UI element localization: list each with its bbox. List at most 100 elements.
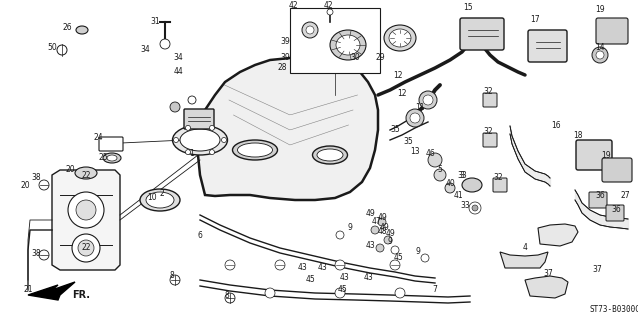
Text: 21: 21 <box>23 285 33 294</box>
Polygon shape <box>198 58 378 200</box>
Circle shape <box>469 202 481 214</box>
Text: 43: 43 <box>340 274 350 283</box>
Text: 32: 32 <box>493 173 503 182</box>
Circle shape <box>434 169 446 181</box>
Text: 3: 3 <box>459 171 464 180</box>
Text: 36: 36 <box>595 190 605 199</box>
Polygon shape <box>538 224 578 246</box>
Circle shape <box>421 254 429 262</box>
Circle shape <box>336 231 344 239</box>
Text: 33: 33 <box>460 201 470 210</box>
Text: 30: 30 <box>350 53 360 62</box>
Text: 46: 46 <box>425 148 435 157</box>
Text: 43: 43 <box>365 241 375 250</box>
Text: 19: 19 <box>595 5 605 14</box>
Text: 25: 25 <box>98 153 108 162</box>
Text: 44: 44 <box>173 68 183 76</box>
Circle shape <box>265 288 275 298</box>
Text: 49: 49 <box>385 229 395 238</box>
Text: 43: 43 <box>363 274 373 283</box>
Text: 8: 8 <box>170 270 174 279</box>
Circle shape <box>78 240 94 256</box>
Text: 16: 16 <box>551 121 561 130</box>
Text: 20: 20 <box>20 180 30 189</box>
FancyBboxPatch shape <box>606 205 624 221</box>
Ellipse shape <box>172 125 228 155</box>
Circle shape <box>428 153 442 167</box>
FancyBboxPatch shape <box>483 133 497 147</box>
FancyBboxPatch shape <box>602 158 632 182</box>
Text: 28: 28 <box>278 63 286 73</box>
Ellipse shape <box>146 192 174 208</box>
Text: 43: 43 <box>297 263 307 273</box>
Text: 50: 50 <box>47 44 57 52</box>
Circle shape <box>39 180 49 190</box>
Circle shape <box>72 234 100 262</box>
Text: 40: 40 <box>445 179 455 188</box>
Text: 37: 37 <box>543 268 553 277</box>
Circle shape <box>186 125 191 130</box>
Text: 42: 42 <box>323 1 333 10</box>
Ellipse shape <box>384 25 416 51</box>
Circle shape <box>209 125 214 130</box>
Circle shape <box>302 22 318 38</box>
Text: 1: 1 <box>189 149 195 158</box>
Text: 10: 10 <box>147 194 157 203</box>
FancyBboxPatch shape <box>493 178 507 192</box>
Circle shape <box>188 96 196 104</box>
Circle shape <box>371 226 379 234</box>
Text: 49: 49 <box>380 223 390 233</box>
FancyBboxPatch shape <box>576 140 612 170</box>
Circle shape <box>306 26 314 34</box>
Text: 31: 31 <box>150 18 160 27</box>
Text: 9: 9 <box>415 247 420 257</box>
Ellipse shape <box>317 149 343 161</box>
Ellipse shape <box>237 143 272 157</box>
Text: 43: 43 <box>317 263 327 273</box>
Circle shape <box>378 218 386 226</box>
Text: 41: 41 <box>453 190 463 199</box>
Circle shape <box>39 250 49 260</box>
Text: 35: 35 <box>403 138 413 147</box>
Text: 29: 29 <box>375 53 385 62</box>
Text: 15: 15 <box>463 4 473 12</box>
Circle shape <box>275 260 285 270</box>
Circle shape <box>391 246 399 254</box>
Text: 9: 9 <box>348 223 352 233</box>
Circle shape <box>423 95 433 105</box>
Text: 49: 49 <box>365 209 375 218</box>
Text: 38: 38 <box>31 250 41 259</box>
Text: 20: 20 <box>65 165 75 174</box>
Text: 32: 32 <box>483 87 493 97</box>
Ellipse shape <box>76 26 88 34</box>
Circle shape <box>170 275 180 285</box>
Polygon shape <box>525 276 568 298</box>
Ellipse shape <box>336 35 360 55</box>
FancyBboxPatch shape <box>589 192 607 208</box>
Circle shape <box>376 244 384 252</box>
Circle shape <box>335 260 345 270</box>
Text: 37: 37 <box>592 266 602 275</box>
Text: 18: 18 <box>574 131 582 140</box>
Text: 9: 9 <box>387 237 392 246</box>
Polygon shape <box>52 170 120 270</box>
Text: 14: 14 <box>595 44 605 52</box>
Polygon shape <box>28 282 75 300</box>
Text: 35: 35 <box>390 125 400 134</box>
Text: 42: 42 <box>288 1 298 10</box>
Text: 34: 34 <box>140 45 150 54</box>
Text: 22: 22 <box>81 172 91 180</box>
Text: 2: 2 <box>160 188 165 197</box>
Text: 7: 7 <box>433 285 438 294</box>
Circle shape <box>160 39 170 49</box>
Text: 27: 27 <box>620 190 630 199</box>
Circle shape <box>592 47 608 63</box>
Text: 45: 45 <box>393 253 403 262</box>
Ellipse shape <box>462 178 482 192</box>
Circle shape <box>395 288 405 298</box>
Text: 36: 36 <box>611 205 621 214</box>
Circle shape <box>221 138 226 142</box>
Text: 49: 49 <box>377 213 387 222</box>
FancyBboxPatch shape <box>99 137 123 151</box>
Text: 33: 33 <box>457 171 467 180</box>
